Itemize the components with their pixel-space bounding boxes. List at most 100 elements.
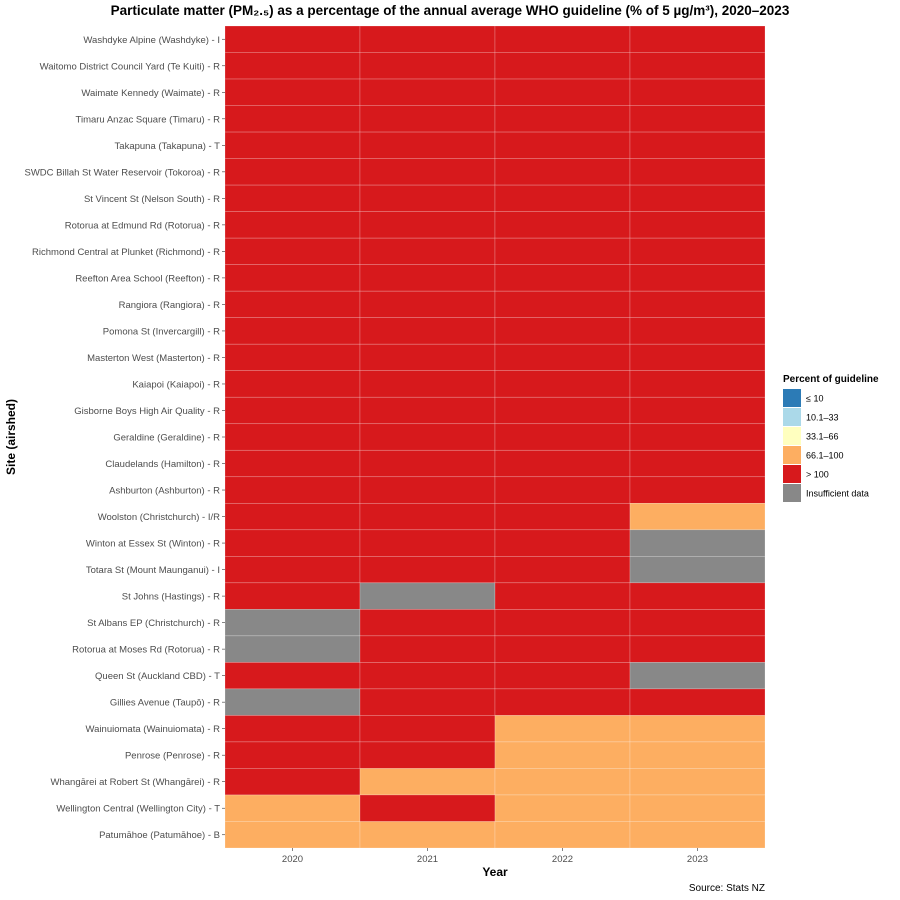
heatmap-cell <box>629 502 766 531</box>
heatmap-cell <box>224 290 361 318</box>
heatmap-cell <box>359 317 496 345</box>
heatmap-cell <box>629 290 766 318</box>
heatmap-cell <box>224 715 361 743</box>
heatmap-cell <box>629 635 766 663</box>
y-tick-label: Gisborne Boys High Air Quality - R <box>74 406 220 417</box>
heatmap-cell <box>494 343 631 372</box>
heatmap-cell <box>359 25 496 53</box>
heatmap-cell <box>359 609 496 637</box>
heatmap-cell <box>224 688 361 716</box>
y-tick-label: Reefton Area School (Reefton) - R <box>75 273 220 284</box>
heatmap-cell <box>629 556 766 584</box>
legend-swatch <box>783 484 801 502</box>
x-tick-label: 2022 <box>552 854 573 865</box>
heatmap-cell <box>629 821 766 849</box>
legend-label: 66.1–100 <box>806 451 844 461</box>
y-tick-label: Claudelands (Hamilton) - R <box>105 459 220 470</box>
heatmap-cell <box>359 290 496 318</box>
heatmap-cell <box>629 25 766 53</box>
heatmap-cell <box>629 715 766 743</box>
heatmap-cell <box>494 794 631 822</box>
y-tick-label: Whangārei at Robert St (Whangārei) - R <box>51 777 221 788</box>
y-tick-label: Wainuiomata (Wainuiomata) - R <box>86 724 221 735</box>
y-tick-label: Pomona St (Invercargill) - R <box>103 326 220 337</box>
heatmap-cell <box>359 662 496 690</box>
heatmap-cell <box>494 131 631 159</box>
heatmap-cell <box>359 794 496 822</box>
chart-title: Particulate matter (PM₂.₅) as a percenta… <box>110 3 790 18</box>
heatmap-cell <box>359 449 496 478</box>
heatmap-cell <box>629 609 766 637</box>
heatmap-cell <box>629 131 766 159</box>
heatmap-cell <box>359 582 496 610</box>
heatmap-cell <box>359 370 496 398</box>
heatmap-cell <box>224 237 361 265</box>
heatmap-cell <box>224 741 361 769</box>
heatmap-cell <box>359 688 496 716</box>
heatmap-cell <box>359 105 496 133</box>
heatmap-cell <box>359 237 496 265</box>
heatmap-cell <box>224 317 361 345</box>
y-tick-label: St Vincent St (Nelson South) - R <box>84 194 220 205</box>
heatmap-cell <box>494 290 631 318</box>
heatmap-cell <box>224 52 361 80</box>
heatmap-cell <box>359 423 496 451</box>
heatmap-cell <box>224 396 361 425</box>
heatmap-cell <box>494 556 631 584</box>
heatmap-cell <box>494 184 631 212</box>
heatmap-cell <box>494 237 631 265</box>
y-tick-label: Rangiora (Rangiora) - R <box>119 300 221 311</box>
heatmap-cell <box>224 502 361 531</box>
legend-swatch <box>783 408 801 426</box>
heatmap-cell <box>224 794 361 822</box>
y-tick-label: St Albans EP (Christchurch) - R <box>87 618 220 629</box>
heatmap-cell <box>629 688 766 716</box>
heatmap-cell <box>224 264 361 292</box>
heatmap-cell <box>494 396 631 425</box>
source-note: Source: Stats NZ <box>688 883 765 894</box>
heatmap-cell <box>629 264 766 292</box>
heatmap-cell <box>224 131 361 159</box>
heatmap-cell <box>494 715 631 743</box>
heatmap-cell <box>629 582 766 610</box>
heatmap-cell <box>629 370 766 398</box>
legend-label: > 100 <box>806 470 829 480</box>
heatmap-cell <box>359 52 496 80</box>
heatmap-cell <box>494 449 631 478</box>
legend-swatch <box>783 446 801 464</box>
heatmap-cell <box>494 25 631 53</box>
y-tick-label: Washdyke Alpine (Washdyke) - I <box>83 35 220 46</box>
y-tick-label: Takapuna (Takapuna) - T <box>115 141 221 152</box>
y-tick-label: Masterton West (Masterton) - R <box>87 353 220 364</box>
heatmap-cell <box>359 343 496 372</box>
heatmap-cell <box>629 184 766 212</box>
y-tick-label: SWDC Billah St Water Reservoir (Tokoroa)… <box>25 167 221 178</box>
legend-label: 10.1–33 <box>806 413 839 423</box>
heatmap-cell <box>629 662 766 690</box>
y-tick-label: Richmond Central at Plunket (Richmond) -… <box>32 247 220 258</box>
heatmap-cell <box>629 211 766 239</box>
heatmap-cell <box>629 794 766 822</box>
heatmap-cell <box>494 741 631 769</box>
y-tick-label: Rotorua at Moses Rd (Rotorua) - R <box>72 645 220 656</box>
y-tick-label: Patumāhoe (Patumāhoe) - B <box>99 830 220 841</box>
heatmap-cell <box>224 105 361 133</box>
heatmap-cell <box>629 449 766 478</box>
heatmap-cell <box>494 635 631 663</box>
x-tick-label: 2021 <box>417 854 438 865</box>
heatmap-cell <box>359 476 496 504</box>
heatmap-cell <box>494 264 631 292</box>
heatmap-cell <box>359 556 496 584</box>
heatmap-cell <box>359 264 496 292</box>
heatmap-cell <box>224 556 361 584</box>
heatmap-cell <box>224 609 361 637</box>
heatmap-cell <box>359 78 496 106</box>
y-tick-label: Ashburton (Ashburton) - R <box>109 486 220 497</box>
heatmap-cell <box>224 635 361 663</box>
heatmap-cell <box>494 423 631 451</box>
heatmap-cell <box>359 741 496 769</box>
y-tick-label: Rotorua at Edmund Rd (Rotorua) - R <box>65 220 220 231</box>
heatmap-cell <box>359 158 496 186</box>
heatmap-cell <box>224 423 361 451</box>
